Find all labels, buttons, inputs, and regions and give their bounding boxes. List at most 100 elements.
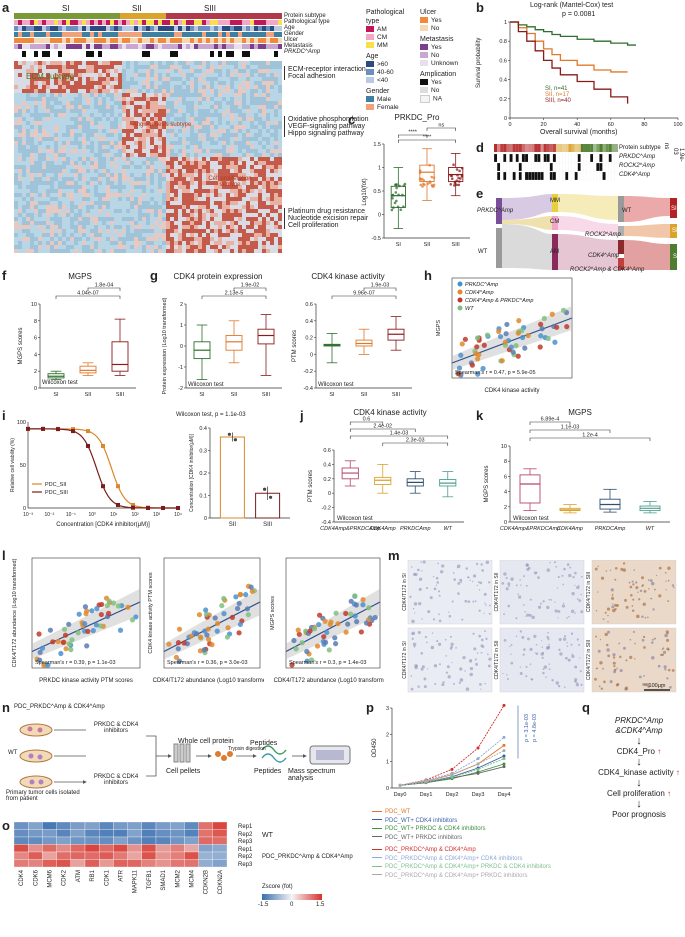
oncoprint-cell (558, 162, 563, 172)
ihc-nucleus (568, 615, 570, 618)
d-row-rock2: ROCK2^Amp (619, 163, 655, 169)
ihc-nucleus (480, 563, 483, 566)
annotation-cell (22, 32, 26, 37)
heat-cell (210, 141, 214, 145)
heat-cell (254, 141, 258, 145)
heat-cell (138, 221, 142, 225)
heat-cell (142, 61, 146, 65)
heat-cell (30, 85, 34, 89)
heat-cell (250, 121, 254, 125)
heat-cell (166, 197, 170, 201)
heat-cell (182, 201, 186, 205)
ihc-nucleus (483, 592, 487, 596)
heat-cell (130, 201, 134, 205)
ihc-nucleus (566, 642, 568, 644)
heat-cell (222, 241, 226, 245)
heat-cell (214, 161, 218, 165)
heat-cell (158, 201, 162, 205)
ihc-nucleus (614, 566, 618, 570)
heat-cell (58, 97, 62, 101)
heat-cell (30, 213, 34, 217)
heat-cell (278, 141, 282, 145)
heat-cell (102, 129, 106, 133)
ihc-nucleus (642, 602, 646, 606)
annotation-cell (218, 20, 222, 25)
scatter-point (462, 336, 468, 342)
heat-cell (38, 145, 42, 149)
heat-cell (198, 149, 202, 153)
heat-cell (230, 121, 234, 125)
heat-cell (238, 189, 242, 193)
heat-cell (94, 101, 98, 105)
heat-cell (114, 73, 118, 77)
heat-cell (234, 189, 238, 193)
heat-cell (158, 169, 162, 173)
heat-cell (258, 197, 262, 201)
k-bracket-2 (529, 429, 611, 433)
heat-cell (66, 197, 70, 201)
heat-cell (106, 197, 110, 201)
ihc-nucleus (528, 613, 532, 617)
oncoprint-cell (540, 153, 544, 163)
heat-cell (74, 233, 78, 237)
heat-cell (202, 109, 206, 113)
oncoprint-cell (512, 162, 516, 172)
heat-cell (150, 113, 154, 117)
heat-cell (186, 233, 190, 237)
heat-cell (218, 69, 222, 73)
heat-cell (46, 225, 50, 229)
heat-cell (154, 141, 158, 145)
heat-cell (154, 197, 158, 201)
heat-cell (182, 109, 186, 113)
heat-cell (262, 69, 266, 73)
ihc-nucleus (562, 583, 565, 586)
heat-cell (222, 129, 226, 133)
heat-cell (42, 822, 57, 830)
heat-cell (202, 141, 206, 145)
heat-cell (130, 97, 134, 101)
oncoprint-cell (614, 153, 618, 163)
heat-cell (62, 221, 66, 225)
y-tick-label: 0.4 (499, 78, 507, 84)
heat-cell (226, 65, 230, 69)
heat-cell (262, 161, 266, 165)
heat-cell (154, 125, 158, 129)
heat-cell (278, 161, 282, 165)
heat-cell (62, 65, 66, 69)
heat-cell (238, 77, 242, 81)
ihc-nucleus (470, 659, 473, 661)
annotation-cell (70, 20, 74, 25)
heat-cell (238, 245, 242, 249)
ihc-nucleus (474, 600, 477, 603)
heat-cell (230, 149, 234, 153)
heat-cell (122, 153, 126, 157)
pathway-oxphos: Oxidative phosphorylation (288, 116, 369, 123)
ihc-nucleus (576, 585, 580, 590)
ihc-nucleus (580, 593, 582, 596)
d-oncoprint (494, 144, 618, 181)
heat-cell (266, 89, 270, 93)
y-tick-label: 0.8 (499, 39, 507, 45)
heat-cell (130, 65, 134, 69)
heat-cell (198, 177, 202, 181)
heat-cell (50, 93, 54, 97)
heat-cell (190, 245, 194, 249)
heat-cell (74, 105, 78, 109)
heat-cell (190, 249, 194, 253)
annotation-cell (234, 20, 238, 25)
ihc-nucleus (642, 635, 646, 638)
annotation-cell (110, 44, 114, 49)
heat-cell (14, 829, 29, 838)
heat-cell (262, 209, 266, 213)
heat-cell (158, 121, 162, 125)
heat-cell (54, 193, 58, 197)
annotation-cell (262, 26, 266, 31)
heat-cell (70, 109, 74, 113)
heat-cell (94, 209, 98, 213)
ihc-nucleus (613, 664, 616, 668)
heat-cell (42, 165, 46, 169)
heat-cell (210, 213, 214, 217)
heat-cell (74, 241, 78, 245)
heat-cell (166, 161, 170, 165)
